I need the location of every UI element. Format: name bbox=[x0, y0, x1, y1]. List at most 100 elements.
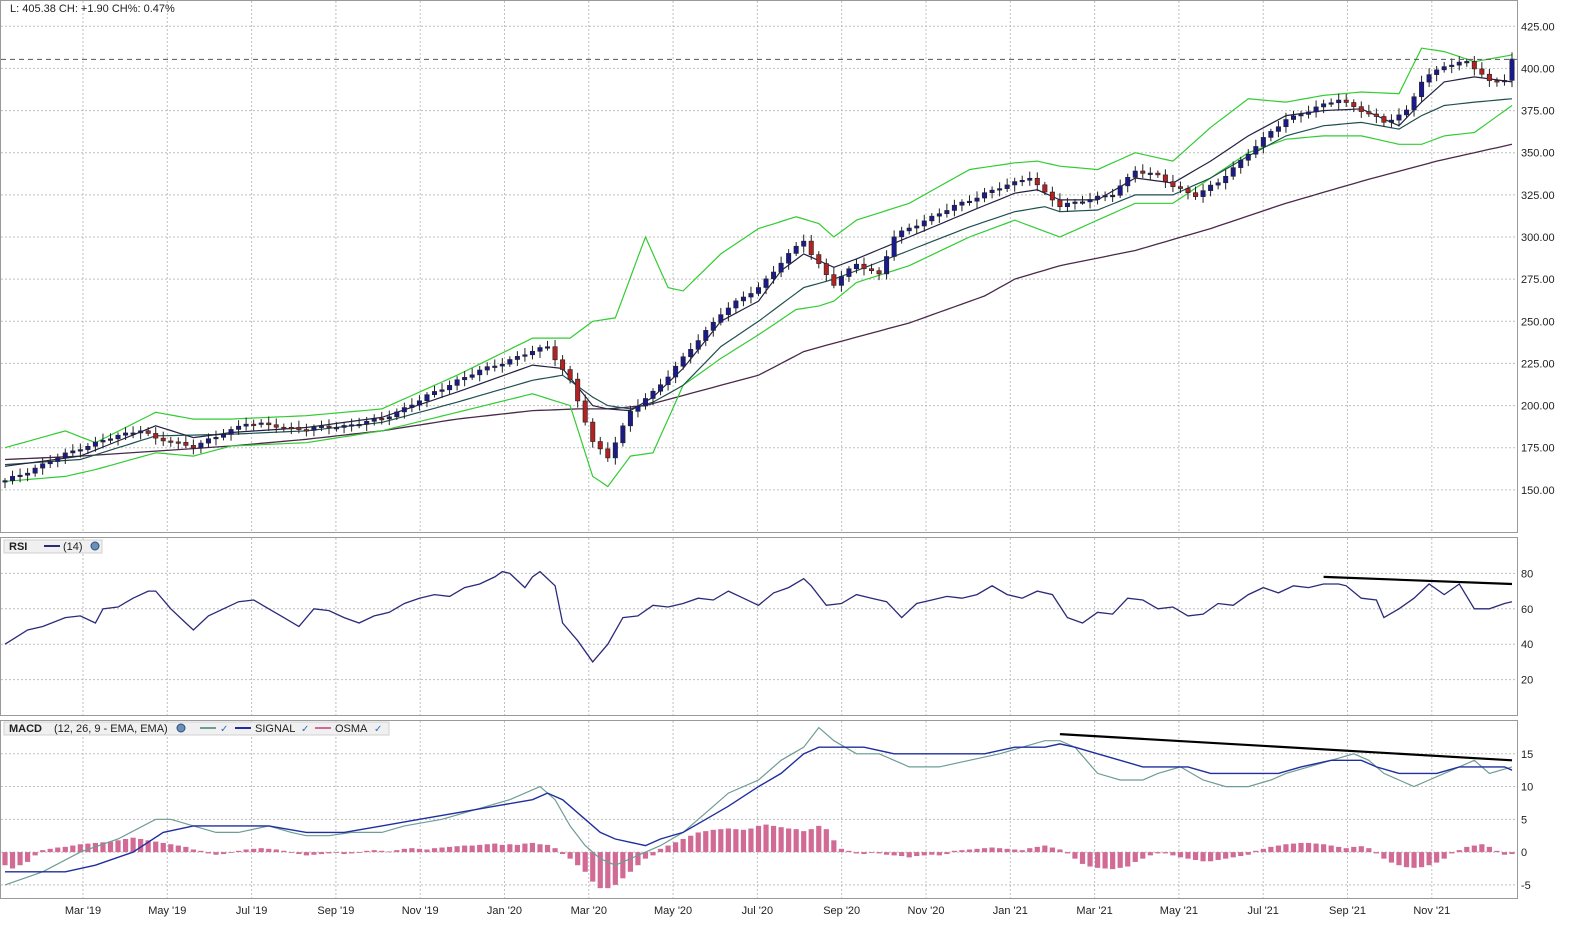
candle-body-up bbox=[1125, 177, 1131, 187]
candle-body-up bbox=[899, 230, 905, 238]
macd-check-icon[interactable]: ✓ bbox=[220, 724, 228, 735]
candle bbox=[394, 408, 400, 420]
macd-params: (12, 26, 9 - EMA, EMA) bbox=[54, 723, 168, 735]
candle-body-down bbox=[1351, 102, 1357, 107]
candle bbox=[507, 356, 513, 367]
osma-bar bbox=[899, 852, 905, 857]
candle-body-down bbox=[1177, 186, 1183, 189]
candle-body-up bbox=[1336, 99, 1342, 104]
candle-body-up bbox=[469, 374, 475, 378]
osma-bar bbox=[1049, 847, 1055, 853]
candle bbox=[620, 422, 626, 447]
osma-bar bbox=[1004, 848, 1010, 853]
candle-body-up bbox=[545, 346, 551, 349]
candle-body-up bbox=[838, 276, 844, 286]
x-tick-label: May '21 bbox=[1160, 905, 1198, 917]
candle-body-down bbox=[296, 427, 302, 430]
candle-body-down bbox=[1049, 191, 1055, 201]
candle-body-down bbox=[1042, 184, 1048, 193]
candle-body-up bbox=[688, 349, 694, 358]
osma-bar bbox=[627, 852, 634, 872]
osma-bar bbox=[868, 852, 875, 853]
candle bbox=[47, 455, 53, 468]
candle-body-up bbox=[959, 201, 965, 206]
candle bbox=[364, 416, 370, 432]
osma-bar bbox=[243, 849, 249, 853]
candle bbox=[1456, 56, 1462, 71]
osma-bar bbox=[446, 846, 453, 853]
candle bbox=[1223, 169, 1229, 190]
osma-bar bbox=[725, 828, 731, 853]
rsi-legend[interactable]: RSI (14) bbox=[3, 539, 103, 554]
candle-body-up bbox=[130, 432, 136, 435]
candle bbox=[831, 267, 837, 289]
osma-bar bbox=[1019, 850, 1025, 853]
osma-bar bbox=[786, 828, 792, 853]
candle-body-up bbox=[755, 287, 761, 294]
candle bbox=[1486, 68, 1492, 87]
osma-bar bbox=[914, 852, 920, 857]
candle-body-up bbox=[1434, 69, 1440, 75]
candle bbox=[1140, 164, 1146, 179]
osma-bar bbox=[251, 848, 257, 853]
candle bbox=[1464, 58, 1470, 67]
macd-tick-label: 0 bbox=[1521, 847, 1527, 859]
osma-bar bbox=[326, 852, 332, 854]
candle-body-up bbox=[748, 293, 754, 298]
x-tick-label: Nov '20 bbox=[908, 905, 945, 917]
candle bbox=[1381, 113, 1387, 128]
osma-bar bbox=[462, 845, 468, 853]
candle bbox=[635, 399, 641, 418]
candle bbox=[62, 448, 68, 464]
candle bbox=[303, 423, 309, 437]
candle-body-down bbox=[1358, 106, 1364, 112]
osma-bar bbox=[1253, 850, 1259, 853]
candle bbox=[982, 187, 988, 203]
candle-body-up bbox=[1426, 74, 1432, 83]
candle-body-up bbox=[499, 363, 505, 367]
candle bbox=[386, 410, 392, 426]
candle bbox=[718, 307, 724, 326]
candle-body-up bbox=[1328, 102, 1334, 105]
signal-check-icon[interactable]: ✓ bbox=[301, 724, 309, 735]
osma-bar bbox=[409, 848, 415, 853]
candle-body-up bbox=[989, 189, 995, 193]
osma-bar bbox=[1177, 852, 1184, 858]
candle-body-up bbox=[1147, 172, 1153, 175]
candle-body-down bbox=[861, 263, 867, 270]
candle-body-up bbox=[334, 427, 340, 430]
osma-bar bbox=[740, 829, 747, 853]
candle bbox=[966, 195, 972, 206]
candle-body-up bbox=[1072, 201, 1078, 204]
candle-body-up bbox=[311, 426, 317, 431]
macd-settings-icon[interactable] bbox=[176, 723, 186, 733]
candle bbox=[537, 344, 543, 358]
candle-body-up bbox=[1501, 80, 1507, 83]
candle-body-down bbox=[1162, 174, 1168, 182]
candle bbox=[733, 298, 739, 313]
candle bbox=[115, 432, 121, 446]
osma-bar bbox=[1471, 845, 1477, 853]
osma-bar bbox=[1494, 850, 1500, 853]
rsi-settings-icon[interactable] bbox=[90, 541, 100, 551]
osma-bar bbox=[40, 850, 46, 853]
x-tick-label: Jul '20 bbox=[742, 905, 773, 917]
candle bbox=[944, 203, 950, 218]
candle-body-up bbox=[77, 449, 83, 452]
rsi-trendline bbox=[1323, 575, 1513, 586]
candle-body-down bbox=[552, 346, 558, 361]
osma-bar bbox=[175, 845, 181, 853]
candle bbox=[416, 395, 422, 411]
osma-check-icon[interactable]: ✓ bbox=[374, 724, 382, 735]
osma-bar bbox=[341, 852, 347, 855]
candle bbox=[492, 359, 498, 372]
candle-body-down bbox=[266, 422, 272, 426]
macd-legend[interactable]: MACD (12, 26, 9 - EMA, EMA) ✓ SIGNAL ✓ O… bbox=[3, 721, 390, 736]
candle bbox=[379, 411, 385, 425]
osma-bar bbox=[514, 844, 520, 853]
candle bbox=[748, 286, 754, 304]
candle bbox=[1411, 92, 1417, 117]
candle-body-up bbox=[884, 256, 890, 275]
osma-bar bbox=[861, 852, 867, 855]
osma-bar bbox=[748, 828, 754, 853]
